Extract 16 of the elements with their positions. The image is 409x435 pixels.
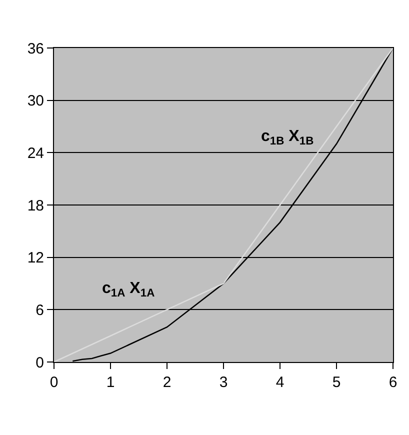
y-tick-label: 24	[27, 144, 44, 162]
y-tick-label: 12	[27, 250, 44, 267]
x-tick-label: 2	[162, 374, 172, 391]
y-tick-label: 36	[27, 40, 44, 58]
x-tick-label: 3	[219, 374, 228, 391]
y-tick-label: 6	[36, 302, 44, 319]
annotation: c$_{1A}$ X$_{1A}$	[102, 280, 155, 300]
x-tick-label: 6	[388, 374, 398, 391]
y-tick-label: 18	[27, 197, 44, 214]
x-tick-label: 1	[106, 374, 115, 391]
y-tick-label: 0	[36, 354, 44, 372]
x-tick-label: 0	[50, 374, 58, 391]
x-tick-label: 5	[332, 374, 341, 391]
y-tick-label: 30	[27, 92, 44, 110]
x-tick-label: 4	[276, 374, 284, 391]
annotation: c$_{1B}$ X$_{1B}$	[261, 128, 314, 148]
